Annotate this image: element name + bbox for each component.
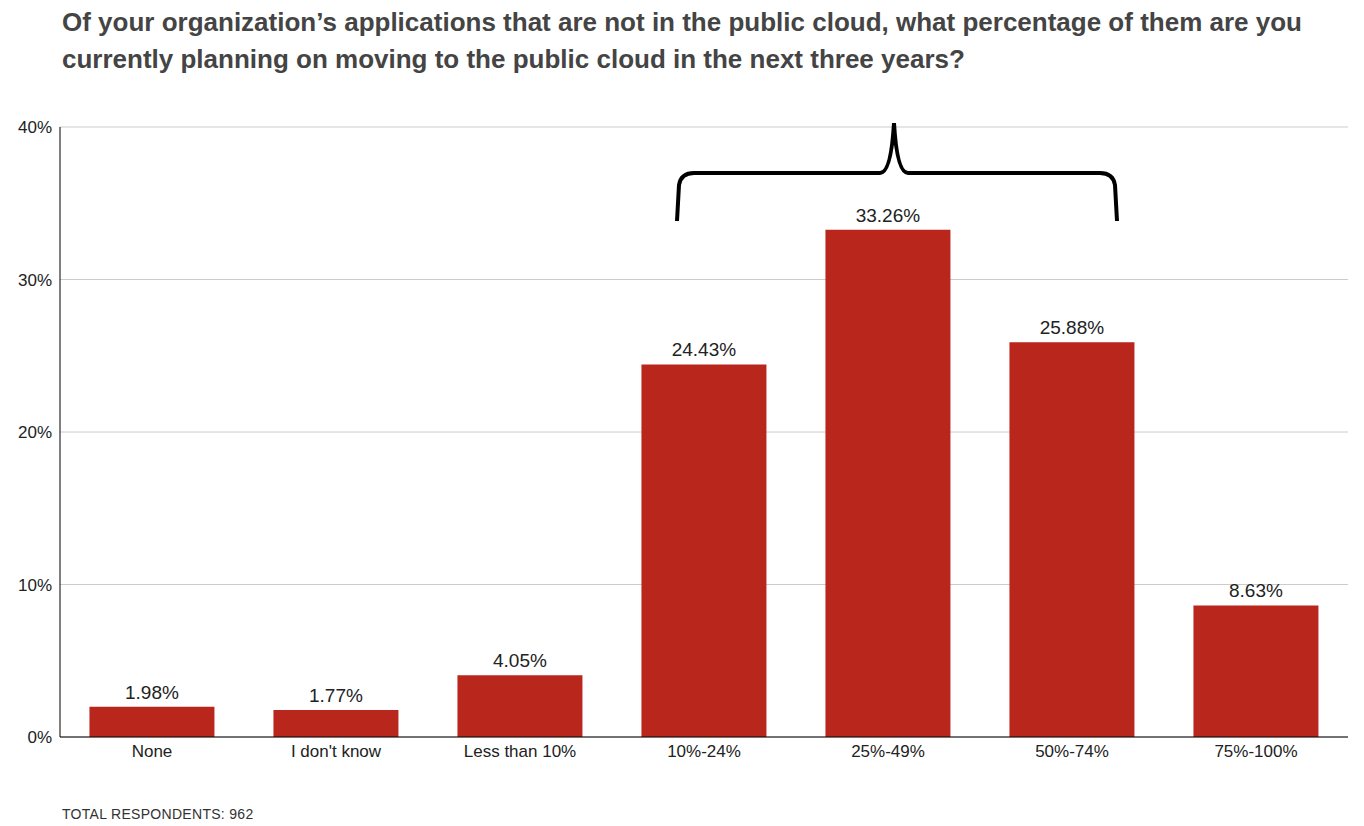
svg-text:Less than 10%: Less than 10% — [464, 742, 576, 761]
svg-text:1.98%: 1.98% — [125, 682, 179, 703]
svg-text:0%: 0% — [27, 728, 52, 747]
svg-text:8.63%: 8.63% — [1229, 580, 1283, 601]
svg-text:40%: 40% — [18, 118, 52, 137]
svg-text:20%: 20% — [18, 423, 52, 442]
svg-text:None: None — [132, 742, 173, 761]
svg-text:25%-49%: 25%-49% — [851, 742, 925, 761]
svg-text:10%-24%: 10%-24% — [667, 742, 741, 761]
svg-text:25.88%: 25.88% — [1040, 317, 1105, 338]
svg-text:4.05%: 4.05% — [493, 650, 547, 671]
svg-text:33.26%: 33.26% — [856, 205, 921, 226]
html-text:Of your organization’s applica: Of your organization’s applications that… — [62, 7, 1302, 74]
svg-text:I don't know: I don't know — [291, 742, 382, 761]
svg-text:75%-100%: 75%-100% — [1214, 742, 1297, 761]
svg-text:24.43%: 24.43% — [672, 339, 737, 360]
svg-text:1.77%: 1.77% — [309, 685, 363, 706]
html-text:TOTAL RESPONDENTS: 962: TOTAL RESPONDENTS: 962 — [62, 806, 254, 822]
svg-text:10%: 10% — [18, 576, 52, 595]
svg-text:30%: 30% — [18, 271, 52, 290]
svg-text:50%-74%: 50%-74% — [1035, 742, 1109, 761]
